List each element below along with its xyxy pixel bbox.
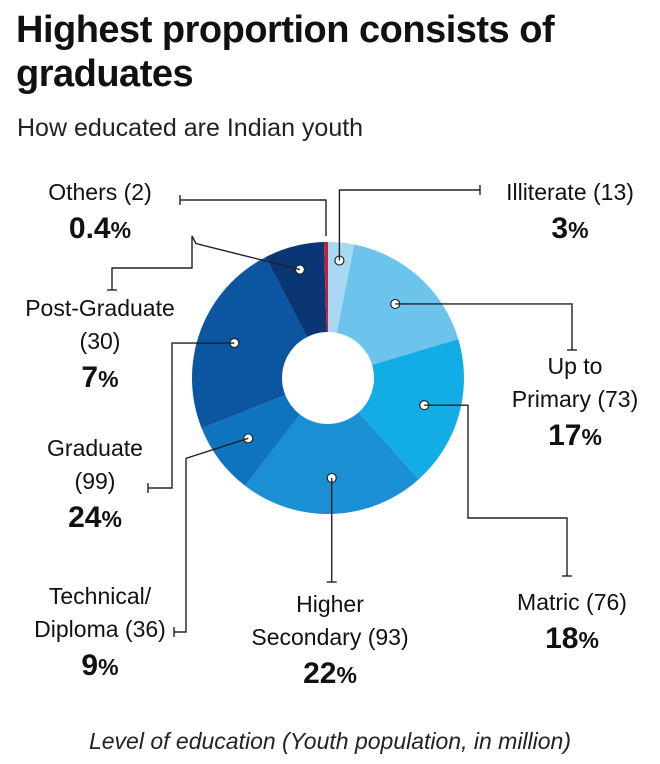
label-technical-diploma-percent: 9% (81, 649, 119, 682)
leader-illiterate (338, 189, 480, 261)
label-technical-diploma-value: Diploma (36) (34, 616, 166, 642)
label-matric-percent: 18% (545, 622, 599, 655)
leader-others (180, 199, 327, 237)
slice-post-graduate (265, 242, 327, 338)
label-technical-diploma-name: Technical/ (48, 583, 152, 609)
label-up-to-primary-name: Up to (547, 353, 603, 379)
label-higher-secondary-value: Secondary (93) (251, 624, 409, 650)
leader-technical-diploma (174, 437, 249, 633)
label-matric-name: Matric (76) (517, 589, 627, 615)
label-illiterate-percent: 3% (551, 212, 589, 245)
slice-illiterate (328, 242, 355, 333)
label-post-graduate-value: (30) (79, 328, 121, 354)
label-matric: Matric (76) 18% (492, 586, 652, 660)
slice-graduate (191, 257, 307, 429)
label-illiterate-name: Illiterate (13) (506, 179, 634, 205)
label-post-graduate: Post-Graduate (30) 7% (0, 292, 200, 399)
slice-matric (358, 339, 465, 480)
chart-subtitle: How educated are Indian youth (17, 114, 364, 142)
slice-others (323, 242, 328, 333)
leader-up-to-primary (395, 303, 573, 350)
label-others-name: Others (2) (48, 179, 152, 205)
leader-graduate (148, 342, 235, 489)
label-graduate: Graduate (99) 24% (20, 432, 170, 539)
label-technical-diploma: Technical/ Diploma (36) 9% (20, 580, 180, 687)
label-illiterate: Illiterate (13) 3% (480, 176, 660, 250)
label-graduate-name: Graduate (47, 435, 143, 461)
label-higher-secondary-name: Higher (296, 591, 364, 617)
label-higher-secondary: Higher Secondary (93) 22% (230, 588, 430, 695)
leader-matric (424, 404, 568, 576)
label-higher-secondary-percent: 22% (303, 657, 357, 690)
chart-title: Highest proportion consists of graduates (16, 9, 555, 95)
label-post-graduate-name: Post-Graduate (25, 295, 175, 321)
label-post-graduate-percent: 7% (81, 361, 119, 394)
slice-higher-secondary (245, 412, 419, 514)
label-up-to-primary-value: Primary (73) (511, 386, 639, 412)
label-up-to-primary-percent: 17% (548, 419, 602, 452)
label-graduate-percent: 24% (68, 501, 122, 534)
label-up-to-primary: Up to Primary (73) 17% (490, 350, 660, 457)
leader-post-graduate (111, 235, 301, 290)
label-graduate-value: (99) (74, 468, 116, 494)
label-others-percent: 0.4% (68, 212, 132, 245)
chart-caption: Level of education (Youth population, in… (88, 728, 572, 754)
label-others: Others (2) 0.4% (20, 176, 180, 250)
